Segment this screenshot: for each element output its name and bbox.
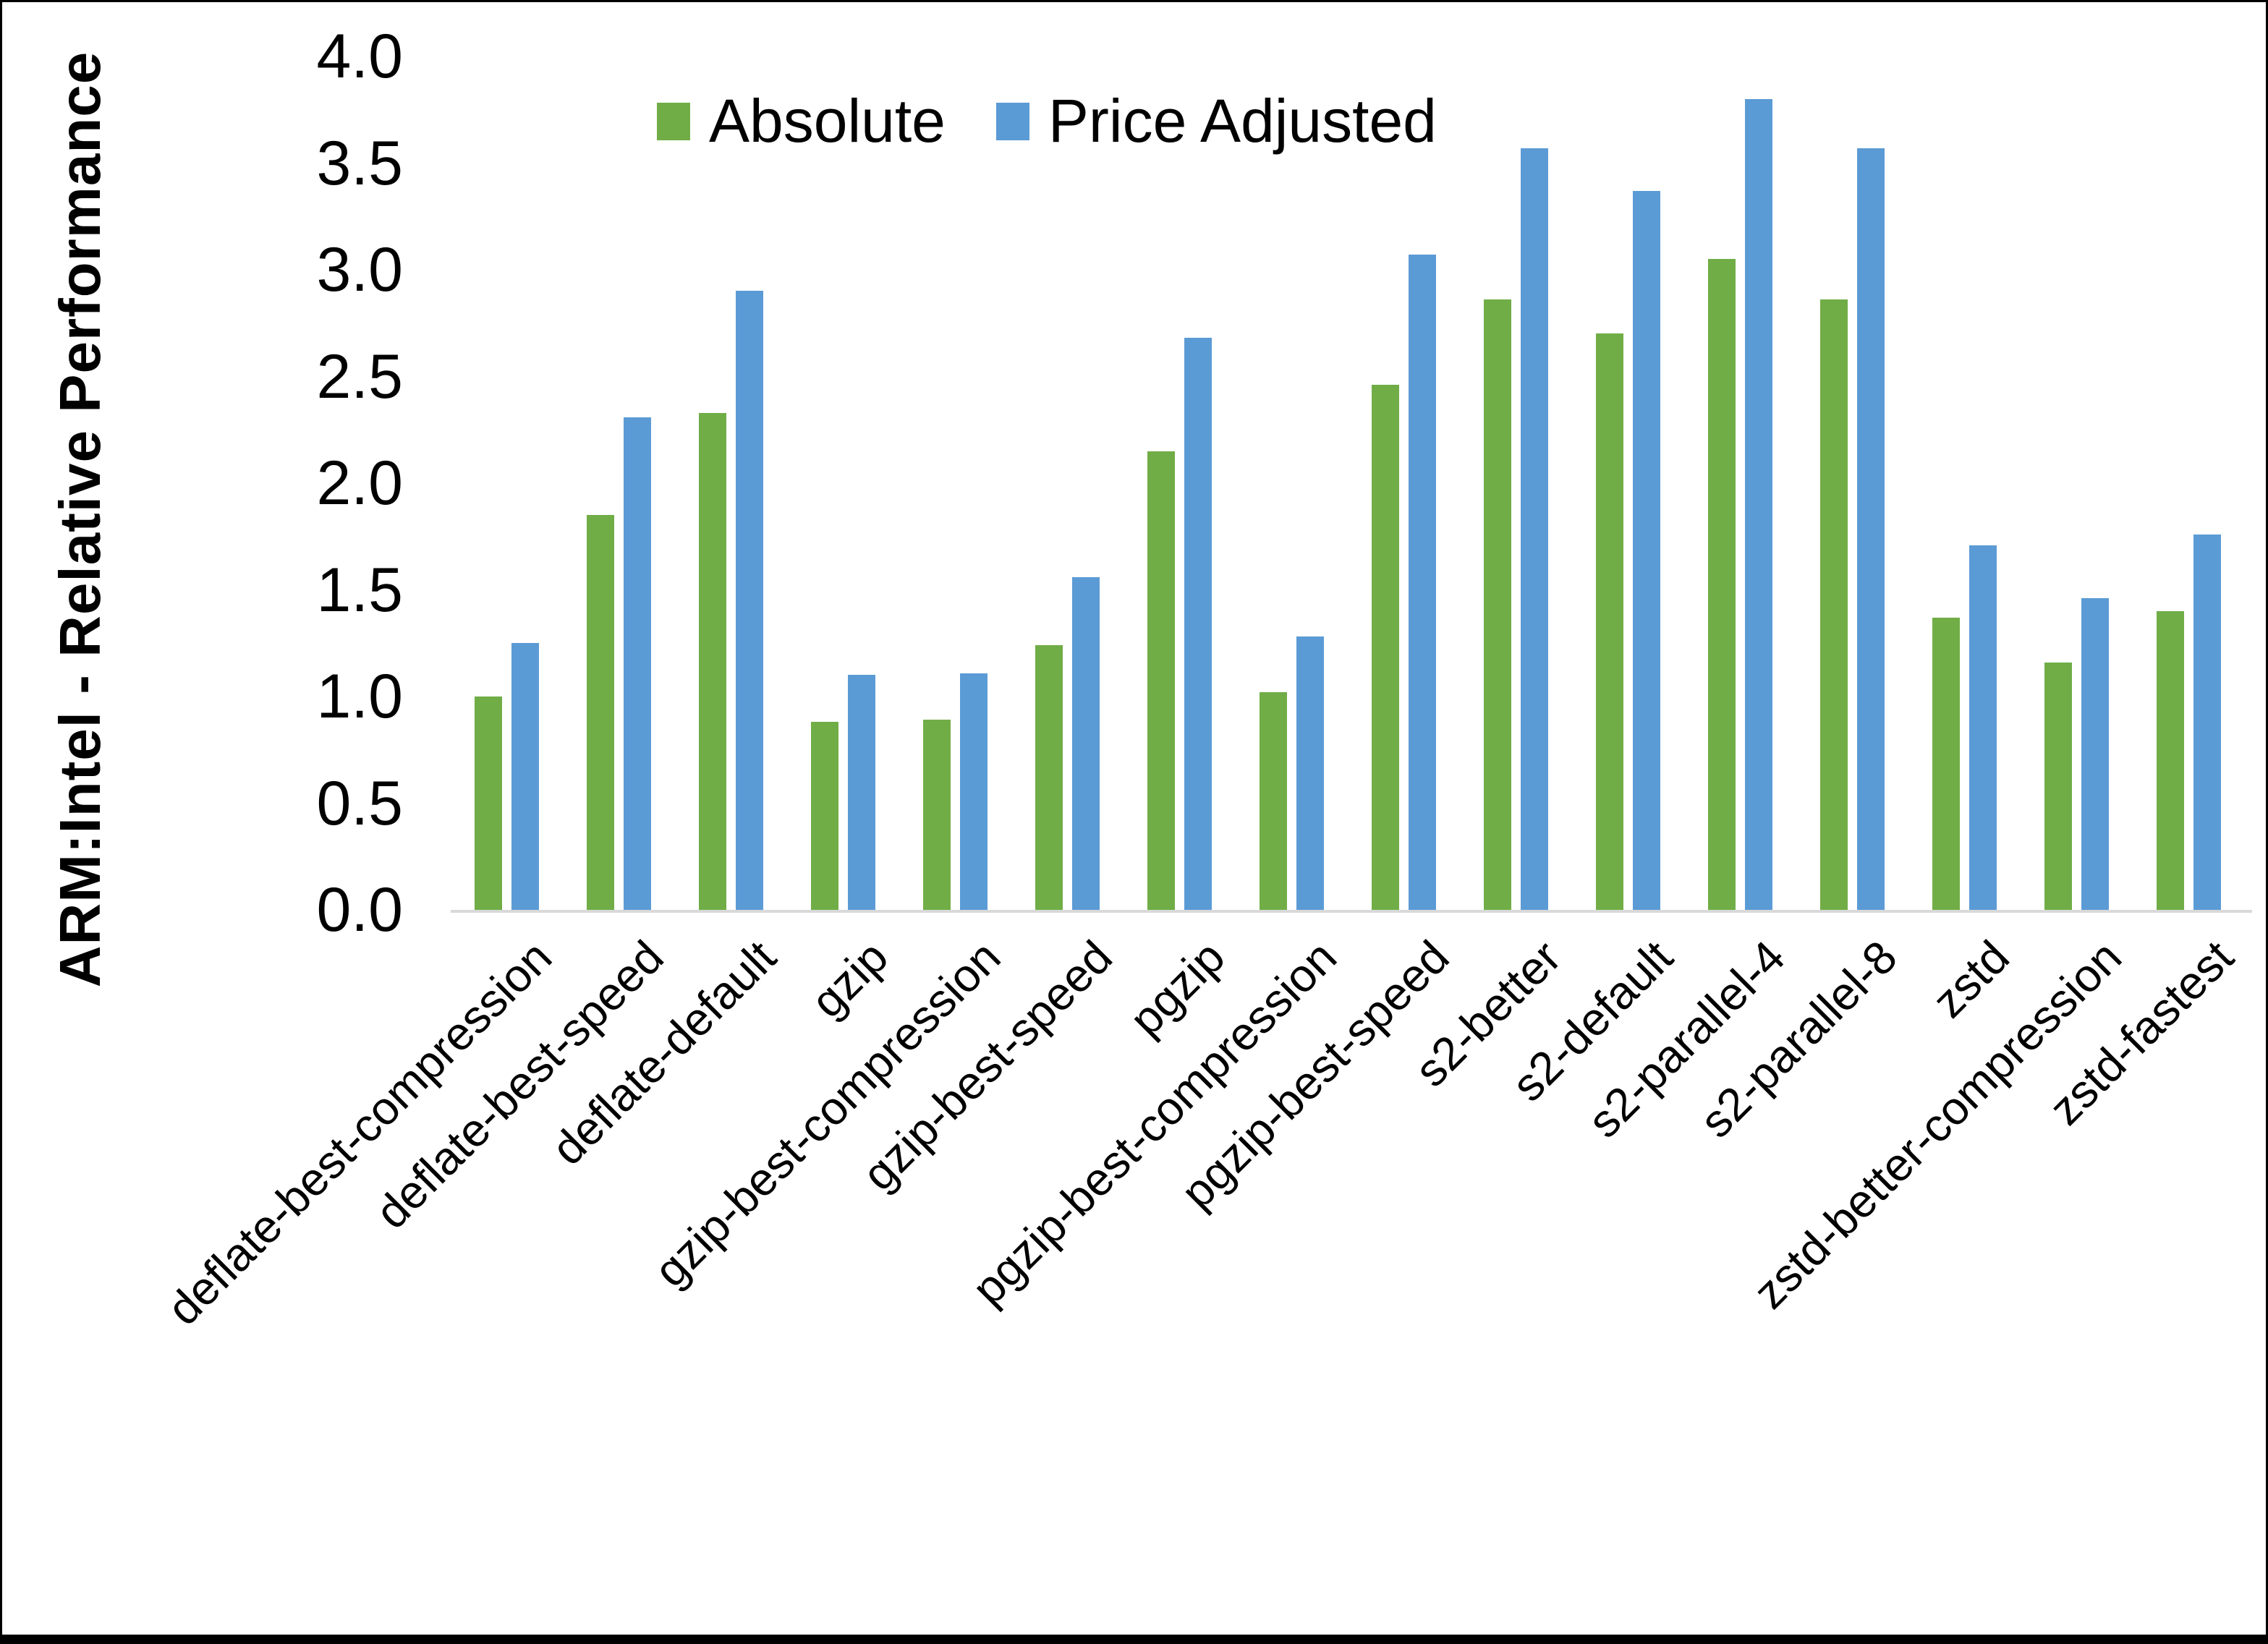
legend-label: Price Adjusted [1048, 87, 1437, 155]
bar-price-adjusted-zstd [1969, 545, 1997, 910]
bar-absolute-deflate-default [699, 413, 726, 910]
bar-absolute-gzip-best-speed [1035, 645, 1063, 910]
bar-price-adjusted-zstd-fastest [2193, 534, 2221, 910]
bar-absolute-pgzip [1147, 451, 1175, 910]
y-axis-tick-label: 1.5 [316, 555, 403, 625]
bar-price-adjusted-s2-parallel-8 [1857, 148, 1885, 910]
legend-item-absolute: Absolute [657, 86, 946, 156]
bar-price-adjusted-pgzip [1184, 338, 1212, 910]
y-axis-tick-label: 2.5 [316, 341, 403, 412]
bar-absolute-deflate-best-speed [587, 515, 614, 910]
y-axis-tick-label: 4.0 [316, 22, 403, 91]
bar-price-adjusted-zstd-better-compression [2081, 598, 2109, 910]
y-axis-tick-label: 0.0 [316, 875, 403, 945]
y-axis-tick-label: 0.5 [316, 768, 403, 838]
bar-absolute-s2-better [1484, 299, 1511, 910]
bar-price-adjusted-s2-parallel-4 [1745, 99, 1772, 910]
legend-item-price-adjusted: Price Adjusted [995, 86, 1437, 156]
bar-price-adjusted-gzip [848, 675, 875, 910]
bar-absolute-s2-parallel-8 [1820, 299, 1848, 910]
bar-absolute-pgzip-best-speed [1372, 385, 1399, 910]
bar-price-adjusted-deflate-best-speed [624, 417, 651, 910]
bar-absolute-zstd-fastest [2157, 611, 2184, 910]
y-axis-tick-label: 2.0 [316, 448, 403, 518]
bar-absolute-s2-parallel-4 [1708, 259, 1736, 910]
bar-price-adjusted-s2-better [1521, 148, 1548, 910]
y-axis-tick-label: 3.5 [316, 128, 403, 198]
bar-absolute-pgzip-best-compression [1260, 692, 1287, 910]
bar-absolute-deflate-best-compression [475, 697, 502, 910]
bar-price-adjusted-s2-default [1633, 191, 1660, 910]
x-axis-category-label: gzip [801, 930, 899, 1028]
bar-absolute-s2-default [1596, 333, 1623, 910]
bar-price-adjusted-pgzip-best-speed [1409, 255, 1436, 910]
bar-absolute-zstd-better-compression [2044, 663, 2072, 910]
bar-price-adjusted-gzip-best-compression [960, 673, 988, 910]
bar-absolute-zstd [1932, 618, 1960, 910]
bar-absolute-gzip [811, 722, 838, 910]
legend-swatch-icon [995, 102, 1029, 140]
legend: Absolute Price Adjusted [657, 86, 1437, 156]
x-axis-line [451, 910, 2252, 913]
legend-label: Absolute [709, 87, 946, 155]
legend-swatch-icon [657, 102, 690, 140]
bar-price-adjusted-pgzip-best-compression [1296, 636, 1324, 910]
y-axis-tick-label: 3.0 [316, 235, 403, 304]
y-axis-tick-label: 1.0 [316, 662, 403, 731]
bar-price-adjusted-gzip-best-speed [1072, 577, 1100, 910]
x-axis-category-label: zstd [1922, 930, 2020, 1028]
bar-price-adjusted-deflate-best-compression [511, 643, 539, 910]
bar-absolute-gzip-best-compression [923, 720, 951, 910]
bar-price-adjusted-deflate-default [736, 291, 763, 910]
